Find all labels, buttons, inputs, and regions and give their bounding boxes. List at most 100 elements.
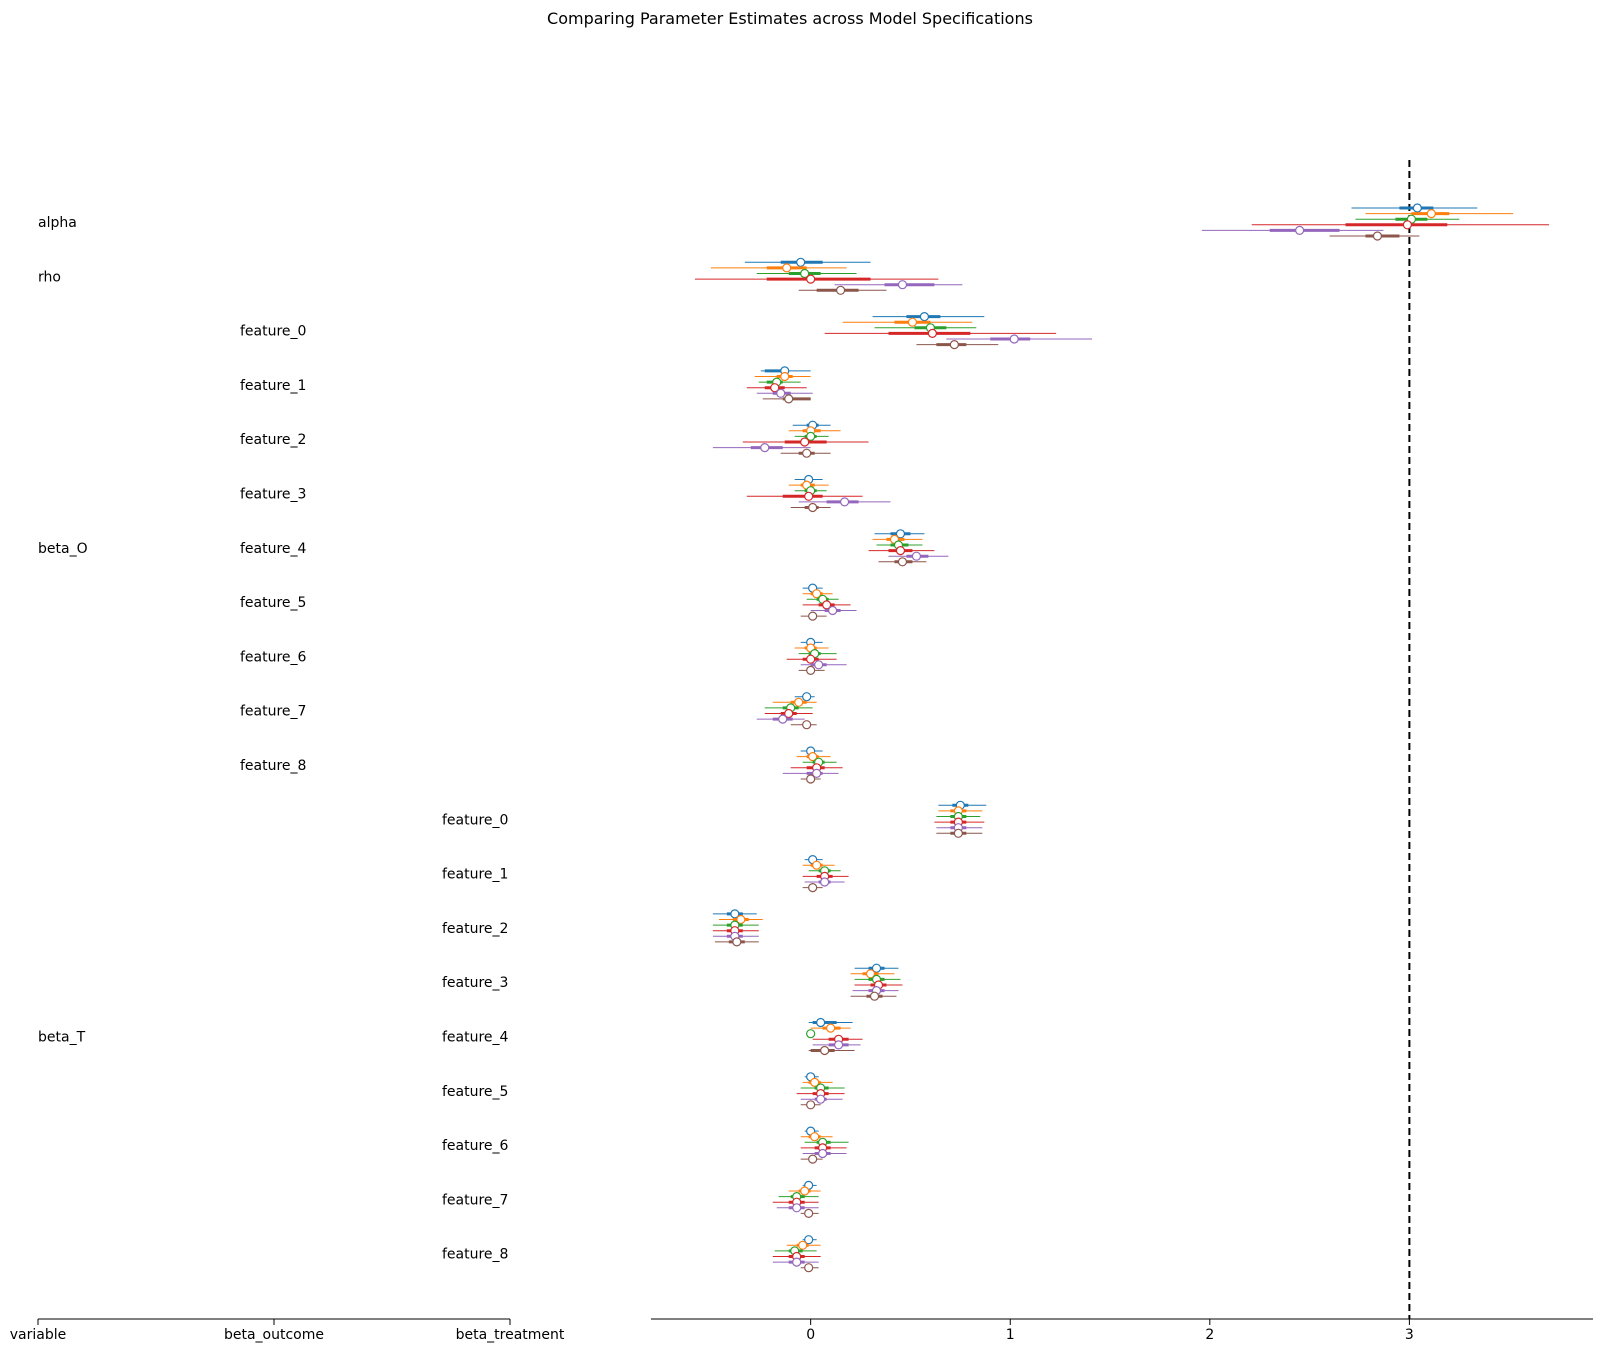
mean-point	[806, 654, 816, 664]
parameter-label: feature_8	[240, 758, 306, 774]
mean-point	[808, 751, 818, 762]
mean-point	[812, 768, 822, 779]
mean-point	[806, 1029, 816, 1039]
parameter-label: feature_3	[442, 975, 508, 991]
mean-point	[812, 860, 822, 870]
mean-point	[871, 963, 882, 973]
mean-point	[919, 312, 930, 322]
x-axis: 0 1 2 3	[651, 1318, 1593, 1343]
mean-point	[732, 937, 742, 947]
mean-point	[804, 1263, 814, 1273]
mean-point	[1426, 209, 1436, 219]
mean-point	[760, 443, 770, 453]
mean-point	[835, 285, 846, 295]
parameter-label: feature_0	[442, 812, 508, 828]
mean-point	[907, 317, 918, 327]
mean-point	[818, 1148, 828, 1159]
parameter-label: feature_8	[442, 1247, 508, 1263]
parameter-label: feature_2	[240, 432, 306, 448]
mean-point	[895, 545, 906, 556]
mean-point	[792, 1257, 802, 1267]
mean-point	[1295, 225, 1305, 235]
mean-point	[802, 720, 812, 730]
mean-point	[804, 491, 814, 501]
mean-point	[828, 605, 838, 616]
mean-point	[730, 909, 740, 919]
x-tick-label: 3	[1405, 1327, 1414, 1343]
mean-point	[1372, 231, 1383, 241]
mean-point	[796, 257, 806, 267]
parameter-label: feature_4	[442, 1030, 509, 1046]
parameter-label: feature_1	[442, 867, 508, 883]
variable-label: rho	[38, 269, 61, 285]
mean-point	[804, 1235, 814, 1245]
x-tick-label: 2	[1205, 1327, 1214, 1343]
mean-point	[865, 969, 876, 979]
mean-point	[895, 529, 906, 539]
mean-point	[808, 611, 818, 621]
mean-point	[810, 1077, 820, 1088]
mean-point	[794, 697, 804, 707]
mean-point	[897, 280, 908, 290]
mean-point	[770, 383, 780, 393]
level-axis-label-beta-outcome: beta_outcome	[224, 1327, 324, 1343]
mean-point	[806, 274, 816, 284]
mean-point	[792, 1203, 802, 1213]
parameter-label: feature_3	[240, 487, 306, 503]
mean-point	[806, 774, 816, 784]
mean-point	[784, 394, 794, 404]
variable-label: beta_O	[38, 541, 88, 557]
mean-point	[784, 708, 794, 719]
x-tick-label: 0	[806, 1327, 815, 1343]
level-axis: variable beta_outcome beta_treatment	[10, 1318, 565, 1343]
mean-point	[820, 1045, 830, 1056]
mean-point	[1009, 334, 1019, 344]
parameter-label: feature_1	[240, 378, 306, 394]
parameter-label: feature_0	[240, 324, 306, 340]
mean-point	[839, 497, 850, 507]
mean-point	[806, 665, 816, 676]
parameter-label: feature_2	[442, 921, 508, 937]
variable-label: alpha	[38, 215, 77, 231]
mean-point	[736, 914, 746, 925]
mean-point	[1402, 220, 1412, 230]
estimate-marks	[694, 203, 1550, 1273]
mean-point	[808, 882, 818, 893]
mean-point	[820, 877, 830, 887]
mean-point	[778, 714, 788, 724]
mean-point	[808, 502, 818, 513]
mean-point	[800, 268, 810, 279]
mean-point	[776, 388, 786, 398]
mean-point	[812, 589, 822, 599]
mean-point	[804, 1208, 814, 1219]
mean-point	[834, 1040, 844, 1050]
mean-point	[869, 991, 880, 1001]
parameter-label: feature_6	[240, 649, 307, 665]
mean-point	[800, 1186, 810, 1196]
mean-point	[808, 1154, 818, 1164]
row-labels: alpharhobeta_Obeta_Tfeature_0feature_1fe…	[38, 215, 509, 1263]
mean-point	[816, 1017, 826, 1028]
mean-point	[806, 1100, 816, 1110]
mean-point	[780, 371, 790, 382]
parameter-label: feature_5	[442, 1084, 508, 1100]
mean-point	[927, 328, 938, 338]
mean-point	[953, 828, 963, 838]
mean-point	[911, 551, 922, 561]
mean-point	[806, 431, 816, 441]
mean-point	[822, 600, 832, 610]
x-tick-label: 1	[1006, 1327, 1015, 1343]
level-axis-label-beta-treatment: beta_treatment	[456, 1327, 565, 1343]
parameter-label: feature_6	[442, 1138, 509, 1154]
variable-label: beta_T	[38, 1030, 86, 1046]
mean-point	[897, 557, 908, 567]
mean-point	[782, 263, 792, 273]
chart-title: Comparing Parameter Estimates across Mod…	[547, 9, 1033, 28]
parameter-label: feature_4	[240, 541, 307, 557]
mean-point	[810, 1132, 820, 1142]
mean-point	[802, 692, 812, 702]
parameter-label: feature_5	[240, 595, 306, 611]
mean-point	[800, 437, 810, 447]
parameter-label: feature_7	[240, 704, 306, 720]
